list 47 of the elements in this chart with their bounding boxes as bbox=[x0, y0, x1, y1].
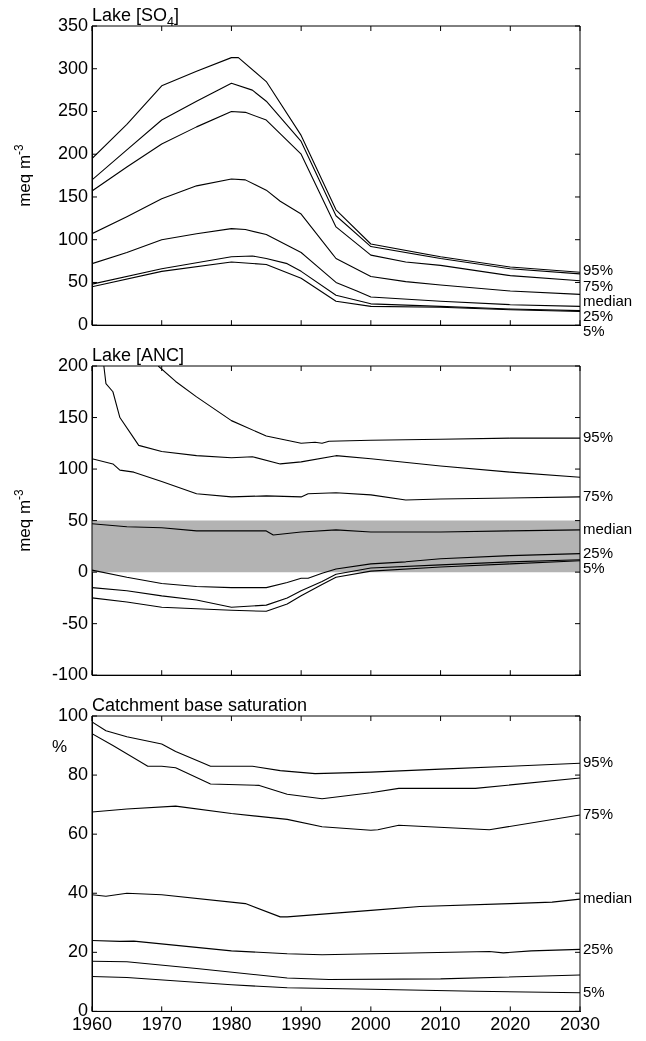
y-tick-label: 150 bbox=[57, 406, 88, 427]
y-tick-label: 100 bbox=[57, 458, 88, 479]
y-tick-label: 60 bbox=[67, 823, 88, 844]
y-tick-label: 300 bbox=[57, 57, 88, 78]
y-tick-label: 0 bbox=[77, 314, 88, 335]
y-tick-label: 50 bbox=[67, 271, 88, 292]
y-tick-label: -50 bbox=[61, 612, 88, 633]
y-tick-label: 350 bbox=[57, 14, 88, 35]
series-label: median bbox=[583, 291, 633, 309]
y-tick-label: 100 bbox=[57, 228, 88, 249]
chart-title: Catchment base saturation bbox=[92, 695, 308, 715]
y-tick-label: 100 bbox=[57, 704, 88, 725]
y-tick-label: 40 bbox=[67, 882, 88, 903]
y-tick-label: 200 bbox=[57, 143, 88, 164]
series-label: 5% bbox=[583, 322, 605, 340]
y-tick-label: 200 bbox=[57, 354, 88, 375]
y-tick-label: 250 bbox=[57, 100, 88, 121]
y-axis-title: % bbox=[52, 737, 68, 756]
series-label: 95% bbox=[583, 261, 614, 279]
series-label: 75% bbox=[583, 805, 614, 823]
y-tick-label: 80 bbox=[67, 764, 88, 785]
legend-label: 95% bbox=[583, 428, 614, 446]
series-label: 25% bbox=[583, 543, 614, 561]
x-tick-label: 1970 bbox=[141, 1014, 182, 1035]
y-tick-label: 0 bbox=[77, 561, 88, 582]
y-tick-label: 50 bbox=[67, 509, 88, 530]
y-axis-title: meq m-3 bbox=[12, 488, 34, 552]
x-tick-label: 2010 bbox=[420, 1014, 461, 1035]
legend-label: 75% bbox=[583, 487, 614, 505]
series-label: 25% bbox=[583, 306, 614, 324]
legend-label: median bbox=[583, 889, 633, 907]
chart-title: Lake [ANC] bbox=[92, 345, 185, 365]
x-tick-label: 2000 bbox=[350, 1014, 391, 1035]
series-label: 5% bbox=[583, 982, 605, 1000]
legend-label: 25% bbox=[583, 939, 614, 957]
y-tick-label: -100 bbox=[51, 664, 88, 685]
series-label: 5% bbox=[583, 558, 605, 576]
legend-label: 75% bbox=[583, 276, 614, 294]
x-tick-label: 1990 bbox=[281, 1014, 322, 1035]
y-tick-label: 150 bbox=[57, 185, 88, 206]
x-tick-label: 2020 bbox=[490, 1014, 531, 1035]
series-label: 95% bbox=[583, 753, 614, 771]
legend-label: median bbox=[583, 520, 633, 538]
y-axis-title: meq m-3 bbox=[12, 143, 34, 207]
x-tick-label: 1980 bbox=[211, 1014, 252, 1035]
x-tick-label: 2030 bbox=[559, 1014, 601, 1035]
y-tick-label: 20 bbox=[67, 941, 88, 962]
